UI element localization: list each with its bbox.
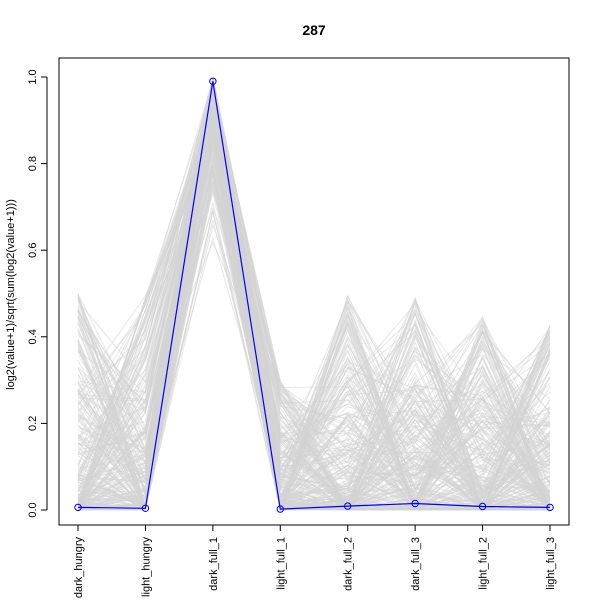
background-line — [77, 138, 551, 507]
x-tick-label: light_full_2 — [478, 537, 490, 590]
data-point — [411, 499, 419, 508]
background-line — [77, 133, 551, 489]
y-tick-label: 0.2 — [27, 416, 39, 431]
y-tick-label: 0.6 — [27, 243, 39, 258]
y-tick-label: 1.0 — [27, 69, 39, 84]
y-tick-label: 0.8 — [27, 156, 39, 171]
x-axis: dark_hungry light_hungry dark_full_1 light_… — [73, 524, 557, 599]
x-tick-label: dark_full_2 — [343, 537, 355, 591]
background-line — [77, 107, 551, 508]
x-tick-label: dark_full_3 — [410, 537, 422, 591]
x-tick-label: light_full_3 — [545, 537, 557, 590]
series-layer — [74, 77, 554, 513]
background-line — [77, 81, 551, 507]
background-line — [77, 148, 551, 510]
data-point — [141, 504, 150, 512]
background-line — [77, 140, 551, 511]
y-tick-label: 0.0 — [27, 502, 39, 517]
background-line — [77, 241, 551, 508]
background-line — [77, 104, 551, 510]
chart-title: 287 — [302, 22, 326, 38]
series-line — [77, 81, 551, 510]
data-point — [344, 502, 352, 510]
background-lines — [77, 76, 551, 512]
x-tick-label: dark_full_1 — [208, 537, 220, 591]
data-point — [478, 502, 487, 511]
background-line — [77, 121, 551, 509]
x-tick-label: dark_hungry — [73, 537, 85, 599]
y-axis: 0.0 0.2 0.4 0.6 0.8 1.0 — [27, 69, 48, 518]
background-line — [77, 144, 551, 509]
background-line — [77, 89, 551, 511]
data-point — [209, 77, 217, 86]
background-line — [77, 87, 551, 510]
background-line — [77, 99, 551, 511]
data-point — [276, 505, 284, 513]
background-line — [77, 90, 551, 511]
background-line — [77, 101, 551, 512]
data-point — [74, 503, 82, 512]
data-point — [546, 503, 554, 512]
y-tick-label: 0.4 — [27, 329, 39, 344]
x-tick-label: light_full_1 — [275, 537, 287, 590]
y-axis-label: log2(value+1)/sqrt(sum(log2(value+1))) — [5, 199, 17, 390]
x-tick-label: light_hungry — [140, 537, 152, 597]
